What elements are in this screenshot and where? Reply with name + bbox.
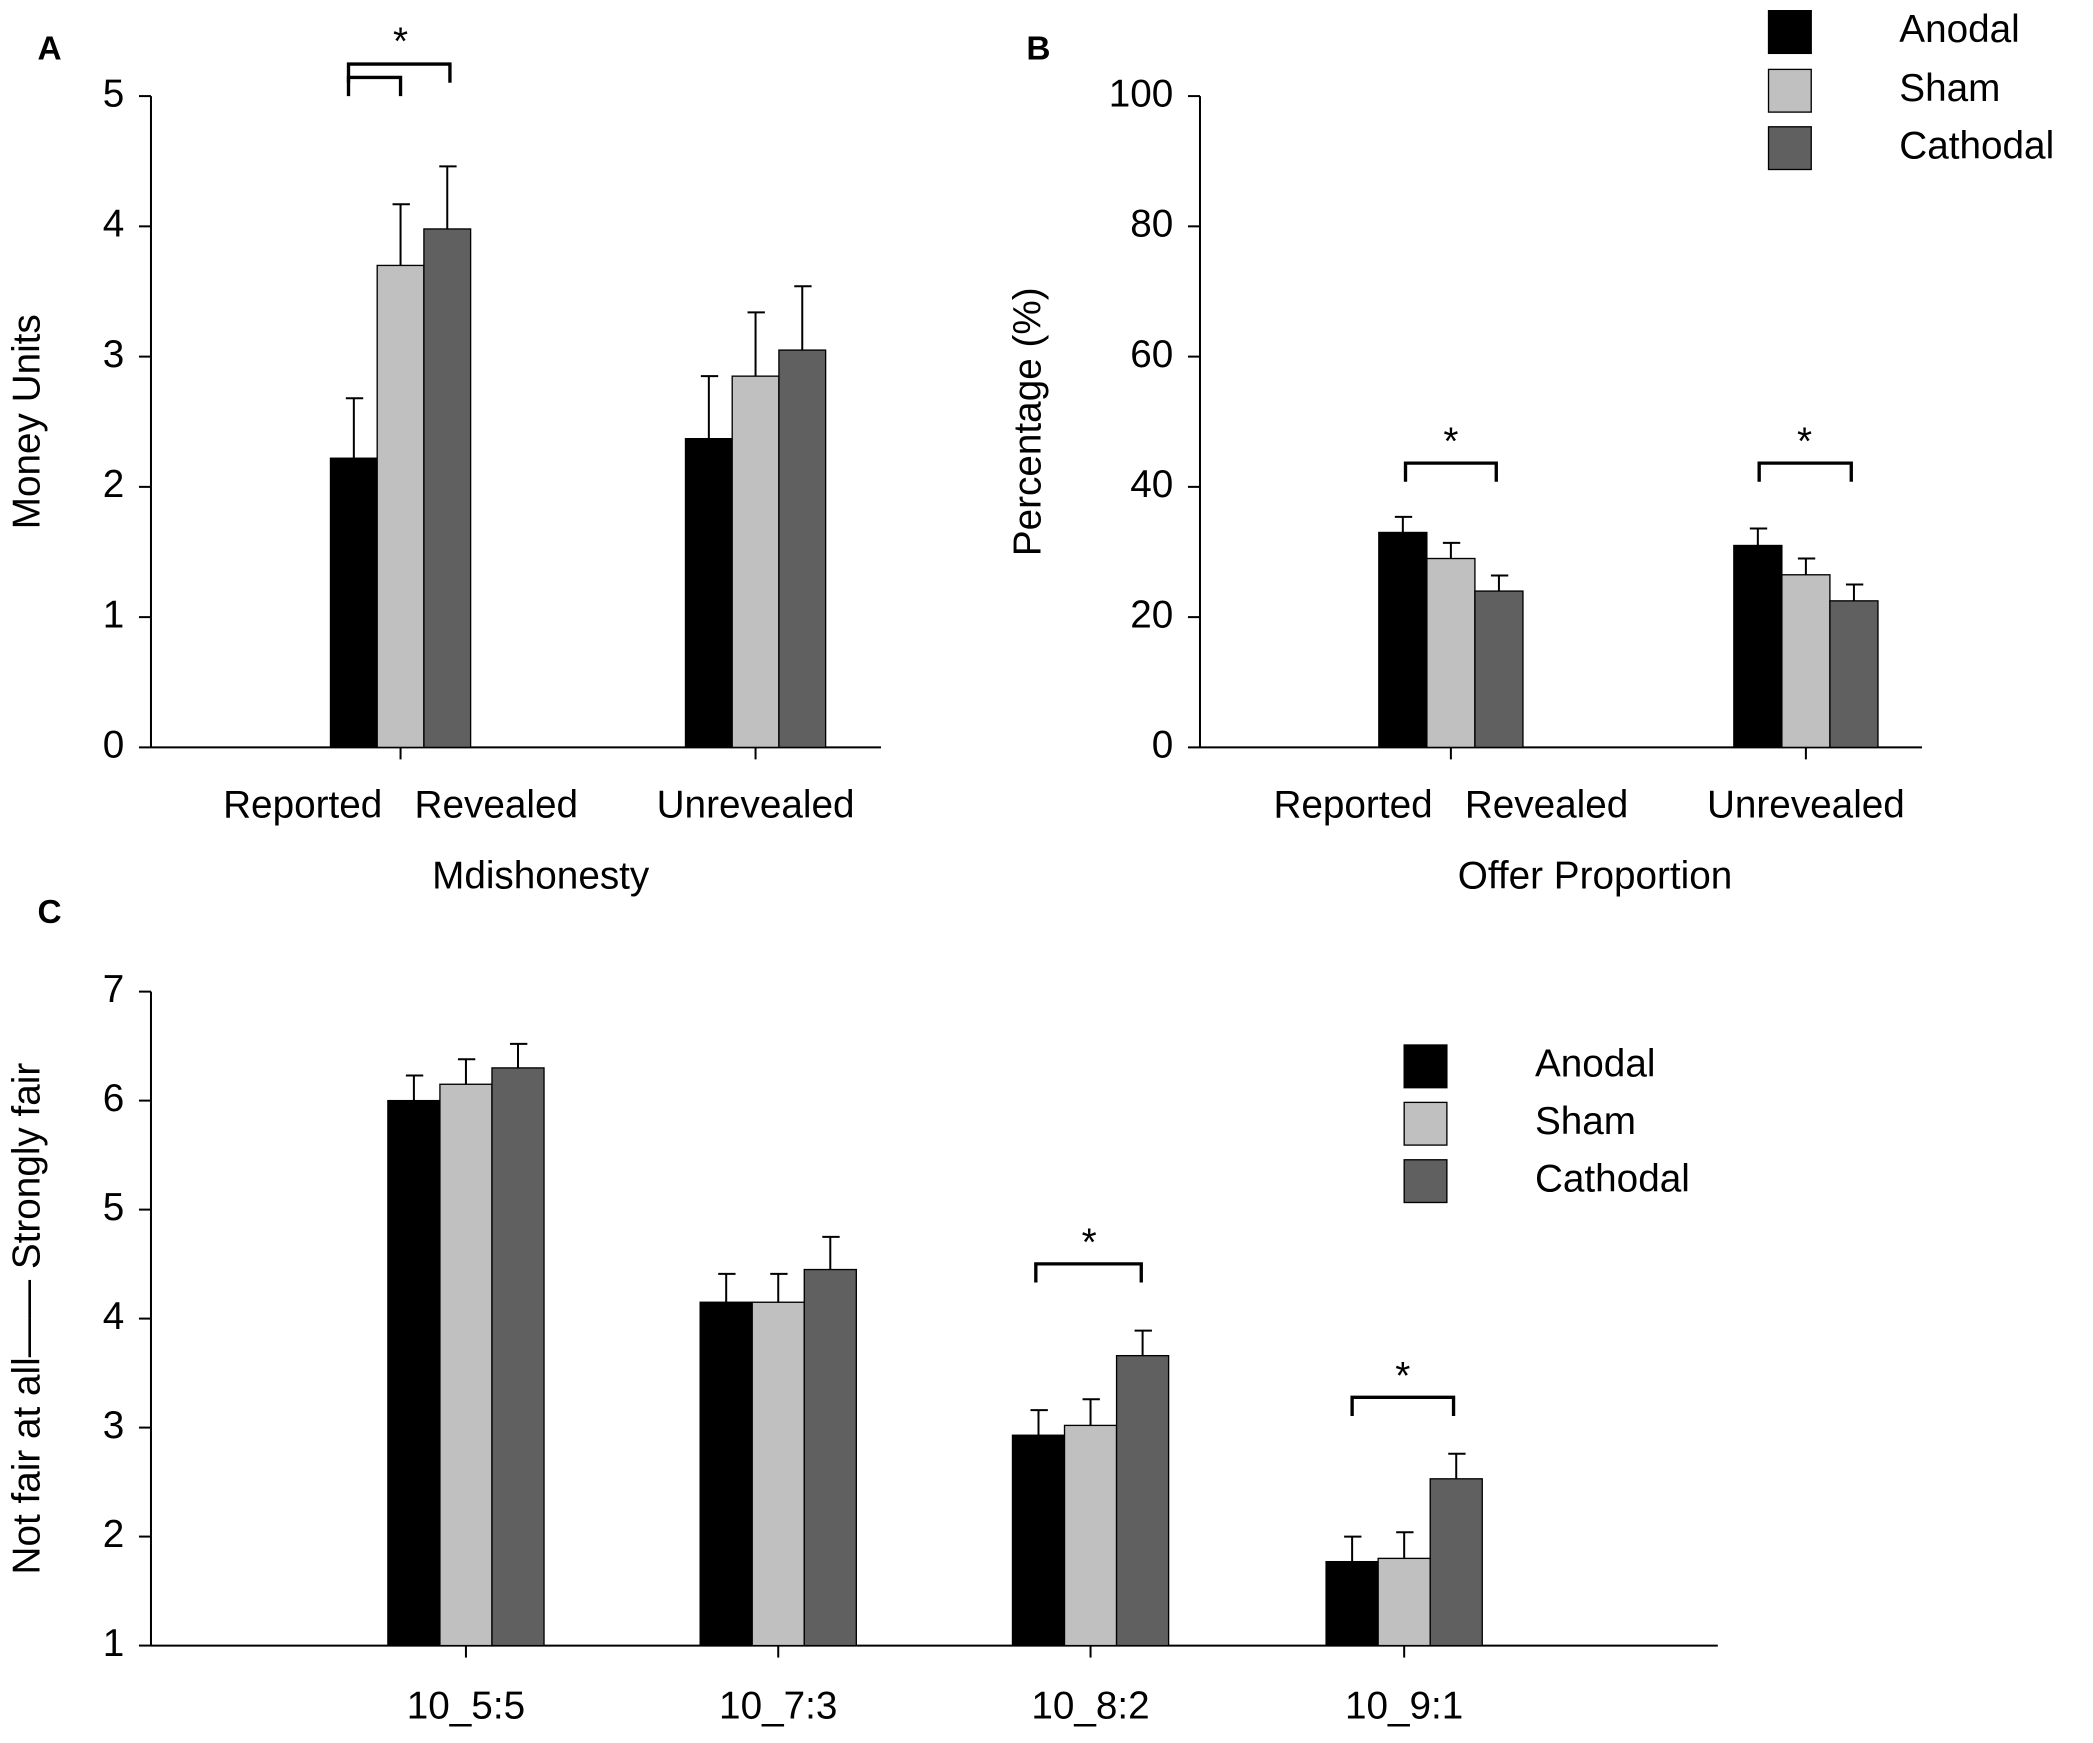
- x-axis-label: Mdishonesty: [432, 854, 650, 897]
- y-tick-label: 2: [103, 463, 125, 506]
- bar: [1781, 574, 1831, 749]
- legend-label: Anodal: [1899, 8, 2019, 51]
- bar: [1377, 1557, 1431, 1647]
- bar: [778, 349, 827, 749]
- significance-star: *: [1082, 1221, 1097, 1264]
- legend-label: Anodal: [1535, 1043, 1655, 1086]
- legend-swatch: [1403, 1101, 1448, 1146]
- bar: [387, 1099, 441, 1647]
- bar: [1426, 557, 1476, 749]
- y-axis-label: Not fair at all—— Strongly fair: [6, 1063, 49, 1575]
- y-tick-label: 0: [103, 724, 125, 767]
- panel-label: C: [37, 894, 61, 931]
- significance-star: *: [1797, 421, 1812, 464]
- y-tick-label: 1: [103, 1622, 125, 1665]
- x-tick-label: 10_7:3: [719, 1685, 837, 1728]
- bar: [329, 457, 378, 749]
- legend-label: Sham: [1899, 67, 2000, 110]
- bar: [751, 1301, 805, 1647]
- y-tick-label: 2: [103, 1513, 125, 1556]
- legend-swatch: [1767, 10, 1812, 55]
- y-tick-label: 0: [1152, 724, 1174, 767]
- bar: [423, 228, 472, 749]
- y-tick-label: 5: [103, 72, 125, 115]
- x-tick-label: Reported Revealed: [223, 784, 578, 827]
- legend-label: Sham: [1535, 1100, 1636, 1143]
- bar: [803, 1268, 857, 1647]
- bar: [1063, 1424, 1118, 1647]
- y-tick-label: 40: [1130, 463, 1173, 506]
- y-tick-label: 4: [103, 1295, 125, 1338]
- bar: [376, 264, 425, 749]
- y-tick-label: 60: [1130, 333, 1173, 376]
- bar: [1829, 600, 1879, 749]
- x-axis-label: Offer Proportion: [1458, 854, 1733, 897]
- legend-swatch: [1767, 68, 1812, 113]
- bar: [1429, 1478, 1483, 1647]
- y-tick-label: 6: [103, 1077, 125, 1120]
- bar: [1325, 1560, 1379, 1647]
- legend-label: Cathodal: [1899, 124, 2054, 167]
- x-tick-label: Reported Revealed: [1273, 784, 1628, 827]
- bar: [1474, 590, 1524, 749]
- y-tick-label: 20: [1130, 593, 1173, 636]
- x-tick-label: Unrevealed: [657, 784, 855, 827]
- significance-star: *: [393, 20, 408, 63]
- significance-star: *: [1443, 421, 1458, 464]
- legend-swatch: [1403, 1159, 1448, 1204]
- bar: [731, 375, 780, 749]
- y-axis-label: Money Units: [6, 314, 49, 529]
- significance-bracket: [1350, 1395, 1456, 1417]
- y-tick-label: 5: [103, 1186, 125, 1229]
- x-tick-label: 10_9:1: [1345, 1685, 1463, 1728]
- y-tick-label: 7: [103, 968, 125, 1011]
- y-axis-label: Percentage (%): [1007, 287, 1050, 556]
- bar: [1378, 531, 1428, 749]
- legend-swatch: [1403, 1044, 1448, 1089]
- y-tick-label: 100: [1109, 72, 1174, 115]
- x-tick-label: Unrevealed: [1707, 784, 1905, 827]
- bar: [439, 1083, 493, 1647]
- significance-bracket: [1034, 1262, 1143, 1283]
- x-tick-label: 10_5:5: [407, 1685, 525, 1728]
- panel-label: A: [37, 31, 61, 68]
- bar: [1733, 544, 1783, 749]
- y-tick-label: 80: [1130, 203, 1173, 246]
- bar: [699, 1301, 753, 1647]
- bar: [491, 1067, 545, 1647]
- bar: [1011, 1434, 1066, 1647]
- significance-bracket: [1757, 461, 1853, 482]
- legend-swatch: [1767, 126, 1812, 171]
- bar: [1115, 1354, 1170, 1647]
- panel-label: B: [1026, 31, 1050, 68]
- bar: [684, 438, 733, 749]
- legend-label: Cathodal: [1535, 1157, 1690, 1200]
- significance-bracket: [346, 75, 403, 97]
- significance-bracket: [1403, 461, 1498, 482]
- y-tick-label: 1: [103, 593, 125, 636]
- x-tick-label: 10_8:2: [1031, 1685, 1149, 1728]
- significance-bracket: [346, 62, 452, 83]
- y-tick-label: 4: [103, 203, 125, 246]
- significance-star: *: [1395, 1355, 1410, 1398]
- y-tick-label: 3: [103, 333, 125, 376]
- y-tick-label: 3: [103, 1404, 125, 1447]
